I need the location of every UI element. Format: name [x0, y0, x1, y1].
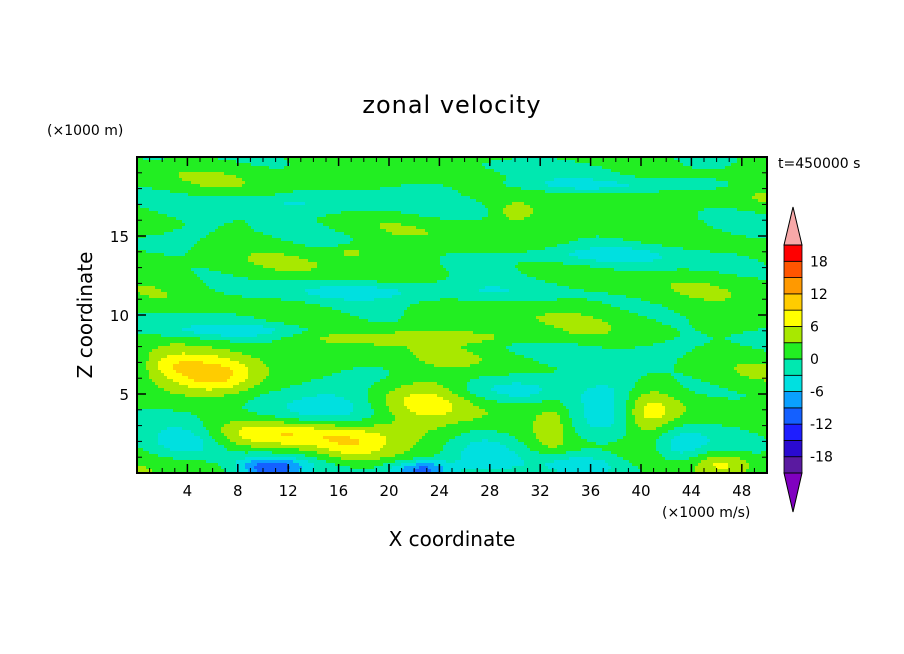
y-tick-label: 10: [110, 307, 129, 325]
colorbar-tick-label: 12: [810, 287, 828, 303]
colorbar: 18 12 6 0 -6 -12 -18: [784, 207, 833, 512]
colorbar-segment: [784, 375, 802, 391]
colorbar-segment: [784, 278, 802, 294]
x-axis-label: X coordinate: [389, 527, 516, 551]
x-tick-label: 48: [732, 482, 751, 500]
contour-field: [137, 157, 768, 476]
colorbar-segment: [784, 326, 802, 342]
x-tick-label: 8: [233, 482, 243, 500]
x-tick-label: 24: [430, 482, 449, 500]
x-tick-label: 12: [279, 482, 298, 500]
colorbar-segment: [784, 424, 802, 440]
colorbar-segment: [784, 359, 802, 375]
x-tick-label: 4: [183, 482, 193, 500]
x-tick-label: 28: [480, 482, 499, 500]
x-tick-label: 36: [581, 482, 600, 500]
time-label: t=450000 s: [778, 156, 860, 172]
x-tick-label: 40: [631, 482, 650, 500]
colorbar-tick-label: 6: [810, 319, 819, 335]
colorbar-segment: [784, 310, 802, 326]
colorbar-segment: [784, 245, 802, 261]
x-tick-label: 44: [682, 482, 701, 500]
colorbar-tick-label: 18: [810, 254, 828, 270]
x-tick-label: 16: [329, 482, 348, 500]
colorbar-segment: [784, 294, 802, 310]
colorbar-tick-label: -18: [810, 450, 833, 466]
y-unit-label: (×1000 m): [47, 123, 123, 139]
y-tick-label: 15: [110, 228, 129, 246]
y-axis-label: Z coordinate: [73, 252, 97, 379]
colorbar-segment: [784, 408, 802, 424]
colorbar-tick-label: 0: [810, 352, 819, 368]
x-unit-label: (×1000 m/s): [662, 505, 750, 521]
colorbar-segment: [784, 343, 802, 359]
colorbar-tick-label: -6: [810, 385, 824, 401]
colorbar-segment: [784, 440, 802, 456]
x-tick-label: 20: [379, 482, 398, 500]
colorbar-segment: [784, 261, 802, 277]
colorbar-max-arrow: [784, 207, 802, 245]
y-tick-label: 5: [119, 386, 129, 404]
colorbar-min-arrow: [784, 473, 802, 512]
colorbar-segment: [784, 457, 802, 473]
chart-title: zonal velocity: [362, 91, 541, 119]
colorbar-segment: [784, 392, 802, 408]
x-tick-label: 32: [531, 482, 550, 500]
colorbar-tick-label: -12: [810, 417, 833, 433]
